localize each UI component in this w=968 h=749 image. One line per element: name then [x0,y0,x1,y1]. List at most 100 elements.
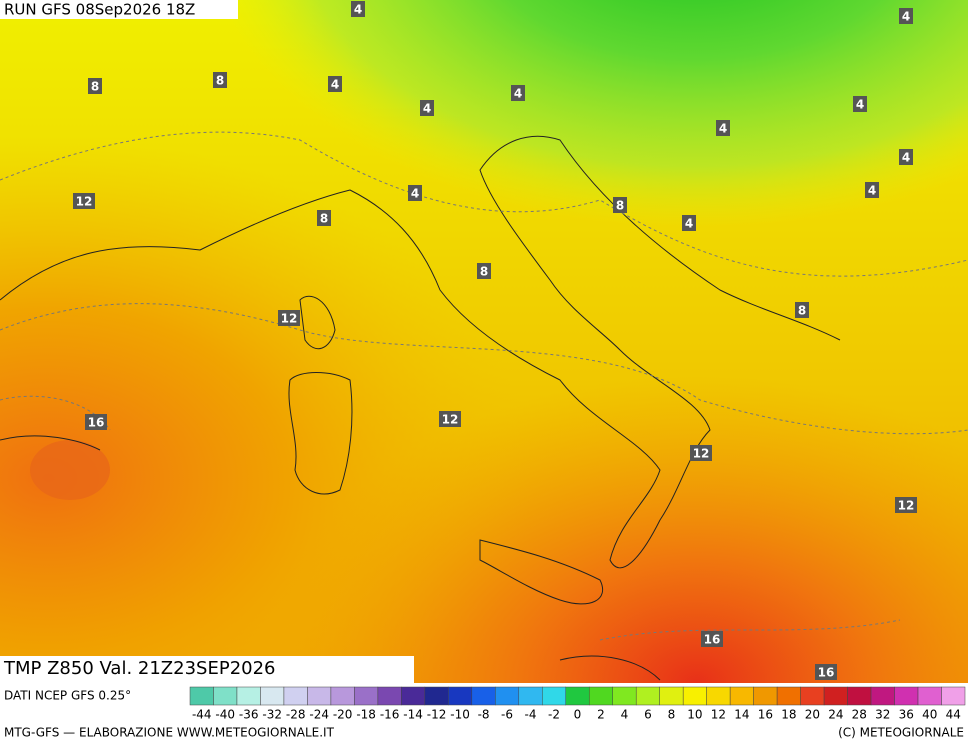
contour-label-box [815,664,837,680]
colorbar-label: 10 [687,708,702,722]
contour-label: 4 [331,78,339,92]
colorbar-label: -6 [501,708,513,722]
contour-label: 12 [281,312,298,326]
contour-label: 4 [685,217,693,231]
colorbar-label: 2 [597,708,605,722]
contour-label: 4 [868,184,876,198]
contour-label-box [85,414,107,430]
contour-label-box [682,215,696,231]
colorbar-label: -40 [215,708,235,722]
colorbar-swatch [471,686,496,706]
colorbar-swatch [917,686,942,706]
colorbar-swatch [800,686,825,706]
source-label: DATI NCEP GFS 0.25° [4,689,131,703]
colorbar-swatch [588,686,613,706]
colorbar-swatch [682,686,707,706]
colorbar: -44 -40 -36 -32 -28 -24 -20 -18 -16 -14 -12 -10 -8 -6… [189,686,966,722]
colorbar-label: 8 [668,708,676,722]
contour-label-box [865,182,879,198]
contour-label-box [701,631,723,647]
contour-label-box [213,72,227,88]
colorbar-swatch [565,686,590,706]
colorbar-swatch [377,686,402,706]
contour-label-box [73,193,95,209]
contour-label-box [278,310,300,326]
colorbar-label: 44 [946,708,961,722]
colorbar-label: -28 [286,708,306,722]
contour-label-box [895,497,917,513]
colorbar-label: 4 [621,708,629,722]
colorbar-label: 18 [781,708,796,722]
contour-label-box [328,76,342,92]
coastlines [0,135,841,681]
contour-label-box [899,8,913,24]
colorbar-label: 16 [758,708,773,722]
colorbar-swatch [330,686,355,706]
contour-label: 8 [216,74,224,88]
contour-label: 12 [898,499,915,513]
temperature-field [0,0,968,683]
colorbar-swatch [941,686,966,706]
colorbar-swatch [518,686,543,706]
contour-label-box [795,302,809,318]
colorbar-swatch [894,686,919,706]
colorbar-label: -12 [427,708,447,722]
contour-label: 4 [514,87,522,101]
contour-label: 4 [354,3,362,17]
colorbar-label: -24 [309,708,329,722]
contour-label: 16 [704,633,721,647]
colorbar-label: 12 [711,708,726,722]
contour-label: 8 [480,265,488,279]
colorbar-label: -36 [239,708,259,722]
field-box [0,656,414,683]
contour-label: 4 [902,10,910,24]
colorbar-swatch [659,686,684,706]
colorbar-swatch [213,686,238,706]
colorbar-swatch [307,686,332,706]
colorbar-label: 6 [644,708,652,722]
colorbar-label: -2 [548,708,560,722]
colorbar-swatch [870,686,895,706]
colorbar-label: 40 [922,708,937,722]
colorbar-swatch [729,686,754,706]
contour-label-box [716,120,730,136]
colorbar-swatch [495,686,520,706]
contour-label: 12 [693,447,710,461]
contour-label-box [408,185,422,201]
contour-label-box [317,210,331,226]
colorbar-label: -44 [192,708,212,722]
colorbar-label: -4 [525,708,537,722]
colorbar-swatch [401,686,426,706]
colorbar-swatch [542,686,567,706]
contour-label-box [88,78,102,94]
colorbar-label: 24 [828,708,843,722]
contour-label: 4 [902,151,910,165]
colorbar-swatch [189,686,214,706]
run-label: RUN GFS 08Sep2026 18Z [4,1,195,19]
colorbar-swatch [612,686,637,706]
colorbar-swatch [354,686,379,706]
colorbar-label: 14 [734,708,749,722]
colorbar-swatch [823,686,848,706]
contour-label: 8 [320,212,328,226]
field-label: TMP Z850 Val. 21Z23SEP2026 [3,658,276,679]
colorbar-label: -20 [333,708,353,722]
footer-right: (C) METEOGIORNALE [838,726,964,740]
colorbar-swatch [753,686,778,706]
colorbar-swatch [448,686,473,706]
colorbar-label: 20 [805,708,820,722]
contour-labels: 4 4 8 8 4 4 4 4 4 4 4 12 4 8 8 4 8 8 12 16 12 12 12 16 16 [73,1,917,680]
contour-label-box [351,1,365,17]
colorbar-label: -16 [380,708,400,722]
contour-label-box [690,445,712,461]
colorbar-label: 32 [875,708,890,722]
colorbar-swatch [424,686,449,706]
contour-label: 12 [442,413,459,427]
contour-label-box [420,100,434,116]
run-box [0,0,238,19]
colorbar-label: -32 [262,708,282,722]
contour-label: 16 [88,416,105,430]
colorbar-swatch [260,686,285,706]
